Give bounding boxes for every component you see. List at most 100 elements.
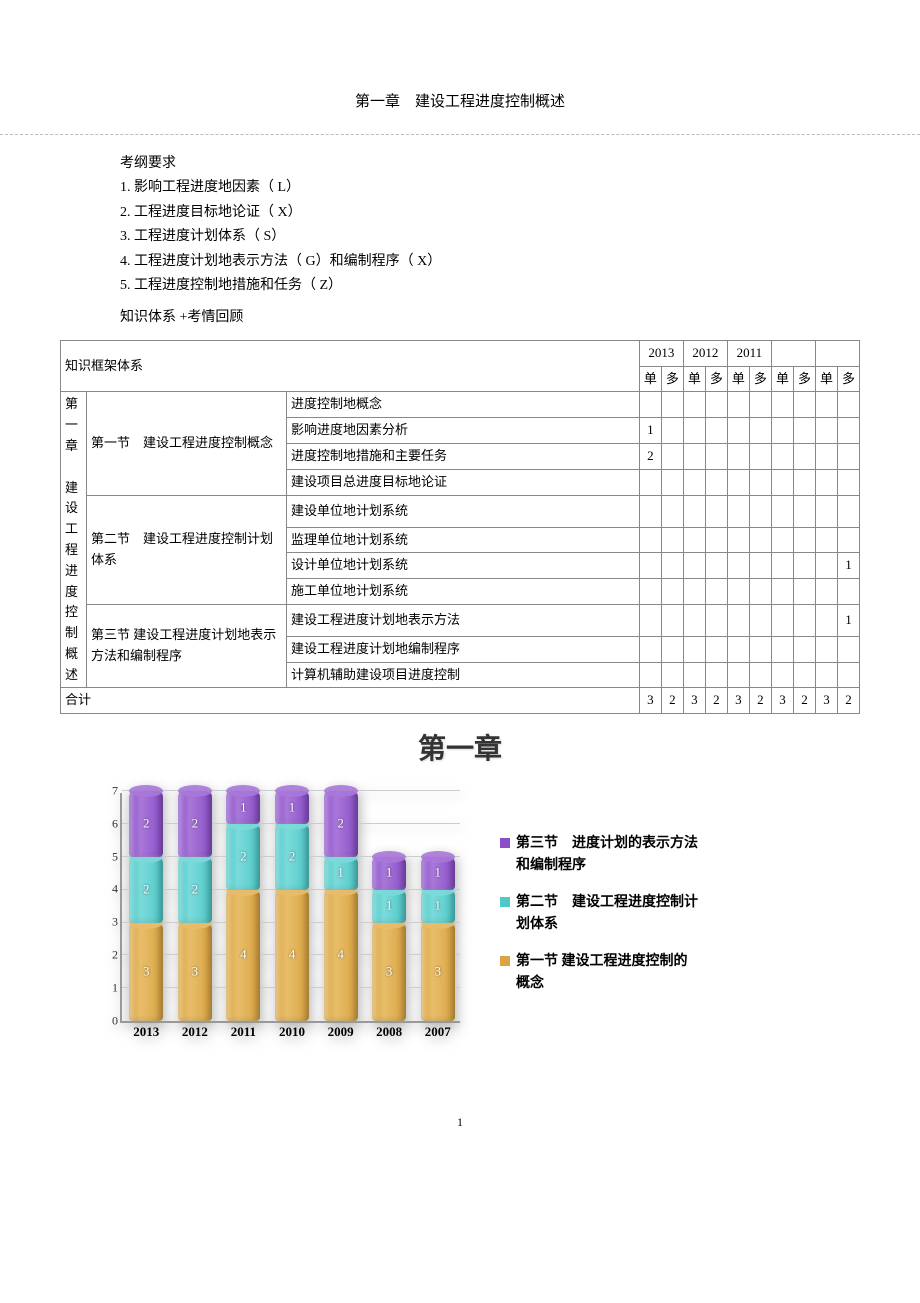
topic-name: 监理单位地计划系统 (287, 527, 640, 553)
topic-cell (793, 636, 815, 662)
total-cell: 3 (771, 688, 793, 714)
year-header (815, 340, 859, 366)
bar-segment-label: 4 (275, 945, 309, 966)
bar-segment: 3 (178, 923, 212, 1022)
bar-segment: 2 (178, 791, 212, 857)
bar-segment-label: 2 (129, 814, 163, 835)
total-cell: 2 (793, 688, 815, 714)
bar-segment-label: 3 (421, 961, 455, 982)
topic-name: 进度控制地概念 (287, 392, 640, 418)
topic-cell (705, 636, 727, 662)
chart-title: 第一章 (60, 728, 860, 773)
page-title: 第一章 建设工程进度控制概述 (60, 90, 860, 114)
topic-cell (639, 662, 661, 688)
bar-segment-label: 2 (226, 846, 260, 867)
topic-cell (727, 495, 749, 527)
y-tick-label: 3 (100, 913, 118, 932)
subcol-header: 单 (639, 366, 661, 392)
total-cell: 2 (705, 688, 727, 714)
knowledge-caption: 知识体系 +考情回顾 (120, 307, 860, 329)
topic-cell (705, 392, 727, 418)
topic-cell (815, 579, 837, 605)
total-cell: 2 (661, 688, 683, 714)
topic-cell (815, 392, 837, 418)
subcol-header: 单 (727, 366, 749, 392)
outline-item: 5. 工程进度控制地措施和任务（ Z） (120, 275, 860, 297)
total-cell: 3 (727, 688, 749, 714)
subcol-header: 多 (793, 366, 815, 392)
topic-cell (661, 553, 683, 579)
year-header: 2013 (639, 340, 683, 366)
bar-segment: 2 (324, 791, 358, 857)
x-tick-label: 2008 (365, 1022, 413, 1043)
bar-segment-label: 2 (275, 846, 309, 867)
bar-segment: 3 (372, 923, 406, 1022)
outline-item: 4. 工程进度计划地表示方法（ G）和编制程序（ X） (120, 251, 860, 273)
chart-area: 0123456732220133222012421201142120104122… (90, 783, 860, 1053)
topic-cell (639, 579, 661, 605)
topic-cell (683, 443, 705, 469)
topic-cell (793, 527, 815, 553)
topic-name: 建设单位地计划系统 (287, 495, 640, 527)
topic-cell (749, 418, 771, 444)
legend-item: 第三节 进度计划的表示方法和编制程序 (500, 833, 700, 878)
chart-plot: 0123456732220133222012421201142120104122… (120, 793, 460, 1023)
bar-segment: 2 (129, 791, 163, 857)
topic-cell (683, 527, 705, 553)
topic-cell (661, 662, 683, 688)
topic-cell (727, 443, 749, 469)
topic-cell (727, 662, 749, 688)
legend-swatch (500, 838, 510, 848)
bar-segment-label: 1 (421, 896, 455, 917)
topic-cell (749, 469, 771, 495)
topic-cell (727, 418, 749, 444)
topic-cell (727, 469, 749, 495)
page-number: 1 (60, 1113, 860, 1132)
bar-segment: 4 (226, 890, 260, 1021)
legend-label: 第二节 建设工程进度控制计划体系 (516, 892, 700, 937)
topic-cell (749, 553, 771, 579)
topic-cell (837, 495, 859, 527)
topic-cell (837, 443, 859, 469)
topic-cell (771, 553, 793, 579)
subcol-header: 单 (815, 366, 837, 392)
y-tick-label: 7 (100, 781, 118, 800)
total-cell: 3 (815, 688, 837, 714)
topic-cell (661, 469, 683, 495)
bar-segment: 3 (421, 923, 455, 1022)
topic-cell (705, 469, 727, 495)
topic-cell (661, 579, 683, 605)
topic-cell (705, 604, 727, 636)
topic-cell (661, 527, 683, 553)
topic-cell (815, 604, 837, 636)
topic-cell (815, 662, 837, 688)
topic-cell (815, 495, 837, 527)
x-tick-label: 2009 (317, 1022, 365, 1043)
bar-segment-label: 1 (275, 797, 309, 818)
bar-segment: 1 (421, 857, 455, 890)
topic-cell (837, 662, 859, 688)
framework-table: 知识框架体系201320122011单多单多单多单多单多第一章 建设工程进度控制… (60, 340, 860, 715)
bar-segment: 3 (129, 923, 163, 1022)
topic-cell (727, 604, 749, 636)
topic-cell (771, 495, 793, 527)
topic-cell (705, 495, 727, 527)
bar-segment-label: 4 (226, 945, 260, 966)
bar-segment: 2 (226, 824, 260, 890)
topic-cell (639, 527, 661, 553)
y-tick-label: 1 (100, 979, 118, 998)
subcol-header: 多 (749, 366, 771, 392)
topic-name: 计算机辅助建设项目进度控制 (287, 662, 640, 688)
topic-cell (771, 392, 793, 418)
total-cell: 3 (639, 688, 661, 714)
topic-cell (771, 604, 793, 636)
topic-cell (639, 604, 661, 636)
topic-name: 设计单位地计划系统 (287, 553, 640, 579)
topic-cell (705, 527, 727, 553)
topic-cell (793, 579, 815, 605)
legend-item: 第二节 建设工程进度控制计划体系 (500, 892, 700, 937)
topic-cell (771, 579, 793, 605)
bar-segment-label: 1 (226, 797, 260, 818)
total-cell: 2 (749, 688, 771, 714)
topic-cell (661, 636, 683, 662)
